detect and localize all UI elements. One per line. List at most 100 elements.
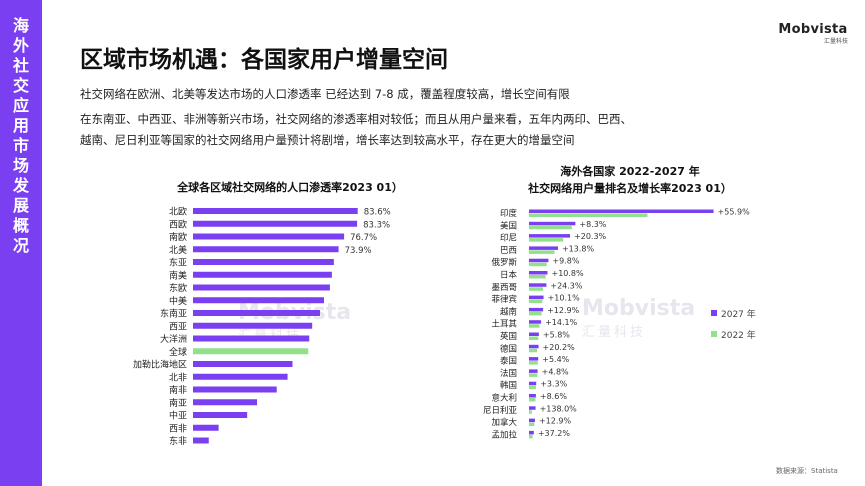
bar-2027	[529, 234, 571, 238]
bar-2027	[529, 332, 539, 336]
growth-label: +10.8%	[551, 269, 584, 278]
bar	[193, 297, 325, 304]
logo-wordmark: Mobvista	[778, 22, 848, 37]
category-label: 大洋洲	[160, 333, 187, 345]
bar-2022	[529, 238, 564, 242]
sidebar: 海外社交应用市场发展概况	[0, 0, 42, 486]
bar	[193, 373, 288, 380]
category-label: 土耳其	[491, 319, 517, 330]
left-chart-title: 全球各区域社交网络的人口渗透率2023 01）	[177, 181, 403, 194]
bar	[193, 208, 358, 214]
bar	[193, 271, 332, 278]
bar-2022	[529, 262, 547, 267]
bar-2022	[529, 348, 537, 353]
bar-2027	[529, 406, 536, 410]
page-title: 区域市场机遇：各国家用户增量空间	[80, 47, 448, 73]
bar-2027	[529, 430, 534, 435]
growth-label: +138.0%	[540, 404, 578, 413]
category-label: 中亚	[169, 410, 187, 422]
bar-2022	[529, 410, 532, 414]
bar-2022	[529, 373, 538, 377]
bar	[193, 361, 293, 367]
category-label: 法国	[500, 368, 517, 379]
category-label: 东欧	[169, 282, 187, 294]
legend-label-2022: 2022 年	[721, 329, 756, 341]
bar-2022	[529, 385, 536, 390]
category-label: 菲律宾	[491, 294, 517, 305]
bar	[193, 335, 310, 342]
category-label: 俄罗斯	[491, 257, 517, 268]
category-label: 英国	[500, 331, 517, 342]
growth-label: +9.8%	[552, 257, 579, 266]
watermark-right: Mobvista 汇量科技	[582, 296, 695, 340]
growth-label: +13.8%	[562, 244, 595, 253]
bar	[193, 220, 358, 227]
bar-2022	[529, 250, 555, 254]
logo-subtext: 汇量科技	[823, 38, 848, 45]
category-label: 西非	[169, 422, 187, 434]
category-label: 北非	[169, 371, 187, 383]
growth-label: +5.4%	[542, 355, 569, 364]
bar	[193, 412, 248, 418]
bar	[193, 246, 339, 253]
category-label: 全球	[169, 346, 187, 358]
category-label: 东亚	[169, 257, 187, 269]
bar-2022	[529, 422, 535, 427]
category-label: 西亚	[169, 321, 187, 332]
category-label: 孟加拉	[491, 429, 517, 440]
category-label: 意大利	[491, 393, 517, 404]
bar	[193, 386, 277, 393]
bar-2022	[529, 336, 539, 340]
data-label: 83.3%	[363, 220, 390, 230]
category-label: 越南	[500, 306, 517, 317]
category-label: 西欧	[169, 218, 187, 230]
growth-label: +8.3%	[579, 220, 606, 229]
category-label: 巴西	[500, 246, 517, 256]
left-bar-chart: 北欧 83.6% 西欧 83.3% 南欧 76.7% 北美 73.9% 东亚南美东欧中美东南亚西…	[133, 206, 391, 448]
bar-2027	[529, 320, 542, 324]
legend-label-2027: 2027 年	[721, 308, 756, 320]
data-source-note: 数据来源：Statista	[776, 467, 838, 475]
bar-2027	[529, 394, 536, 398]
sidebar-title: 海外社交应用市场发展概况	[12, 16, 29, 255]
bar-2027	[529, 381, 537, 386]
bar	[193, 322, 313, 329]
category-label: 东非	[169, 435, 187, 447]
category-label: 南非	[169, 384, 187, 396]
bar-2027	[529, 283, 547, 287]
bar	[193, 310, 321, 316]
category-label: 南欧	[169, 231, 187, 243]
bar-2022	[529, 213, 648, 217]
growth-label: +14.1%	[545, 318, 578, 327]
bar-2022	[529, 434, 533, 439]
category-label: 加拿大	[491, 417, 517, 428]
category-label: 韩国	[500, 380, 517, 391]
bar-2022	[529, 287, 543, 291]
growth-label: +8.6%	[540, 392, 567, 401]
paragraph-2-line-1: 在东南亚、中西亚、非洲等新兴市场，社交网络的渗透率相对较低；而且从用户量来看，五…	[80, 112, 632, 126]
bar	[193, 259, 334, 265]
category-label: 中美	[169, 295, 187, 307]
paragraph-2-line-2: 越南、尼日利亚等国家的社交网络用户量预计将剧增，增长率达到较高水平，存在更大的增…	[80, 133, 575, 147]
bar-2027	[529, 246, 558, 250]
growth-label: +37.2%	[538, 429, 571, 438]
bar	[193, 424, 219, 431]
right-chart-title-line-1: 海外各国家 2022-2027 年	[560, 165, 700, 178]
category-label: 印度	[500, 208, 518, 219]
bar	[193, 348, 309, 355]
bar-2027	[529, 258, 549, 263]
growth-label: +12.9%	[547, 306, 580, 315]
growth-label: +20.2%	[543, 343, 576, 352]
bar-2022	[529, 275, 546, 279]
category-label: 北欧	[169, 206, 187, 218]
bar-2022	[529, 324, 540, 328]
bar-2027	[529, 295, 544, 300]
category-label: 南美	[169, 269, 187, 281]
category-label: 美国	[500, 220, 517, 231]
data-label: 76.7%	[350, 233, 377, 243]
bar-2027	[529, 344, 539, 349]
category-label: 东南亚	[160, 308, 187, 320]
growth-label: +10.1%	[548, 294, 581, 303]
bar-2027	[529, 418, 535, 423]
bar-2027	[529, 357, 539, 361]
